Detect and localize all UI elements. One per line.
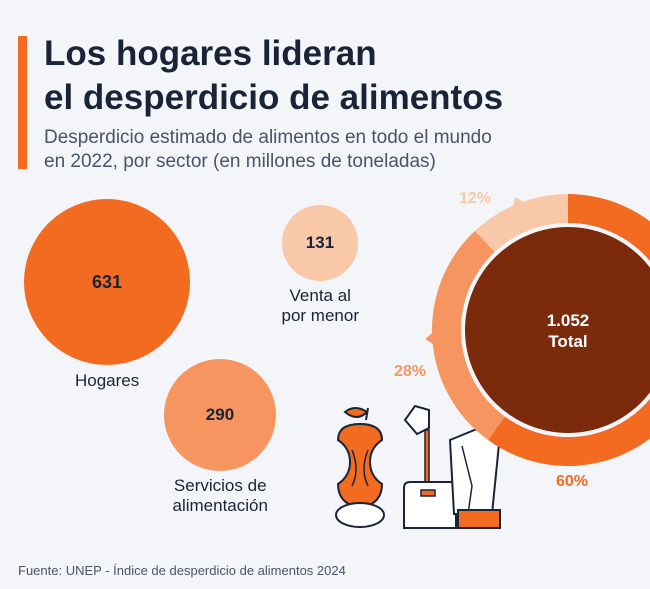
donut-slice-label: 28%	[394, 363, 426, 380]
bubble-label: Venta al por menor	[281, 286, 359, 325]
bubble-label: Hogares	[75, 371, 140, 390]
donut-slice-3	[474, 194, 568, 253]
bubble-3: 290	[163, 358, 277, 472]
donut-slice-1	[488, 194, 650, 466]
bottle-icon	[403, 404, 457, 529]
bubble-label: Servicios de alimentación	[172, 476, 268, 515]
donut-center-label: Total	[548, 332, 587, 351]
title-line-1: Los hogares lideran	[44, 34, 377, 73]
bubble-value: 290	[205, 404, 235, 424]
donut-slice-2	[432, 230, 506, 441]
apple-core-icon	[335, 407, 385, 528]
donut-slice-pointer	[512, 197, 524, 207]
page-title: Los hogares lideran el desperdicio de al…	[44, 32, 503, 120]
donut-center	[465, 227, 650, 433]
donut-slice-label: 12%	[459, 190, 491, 207]
carton-icon	[448, 420, 502, 529]
donut-labels: 60% 28% 12% 1.052 Total	[394, 190, 589, 490]
page-subtitle: Desperdicio estimado de alimentos en tod…	[44, 126, 492, 174]
donut-slice-pointer	[425, 332, 434, 345]
bubble-value: 131	[305, 232, 335, 252]
title-line-2: el desperdicio de alimentos	[44, 78, 504, 117]
donut-center-value: 1.052	[547, 311, 590, 330]
bubble-2: 131	[282, 205, 358, 281]
bubble-value: 631	[91, 271, 123, 292]
subtitle-line-2: en 2022, por sector (en millones de tone…	[44, 151, 436, 172]
title-accent-bar	[18, 36, 27, 169]
source-note: Fuente: UNEP - Índice de desperdicio de …	[18, 563, 346, 578]
bubble-1: 631	[24, 199, 190, 365]
food-waste-illustration	[335, 404, 502, 529]
subtitle-line-1: Desperdicio estimado de alimentos en tod…	[44, 127, 492, 148]
donut-group	[425, 194, 650, 466]
donut-slice-label: 60%	[556, 473, 588, 490]
